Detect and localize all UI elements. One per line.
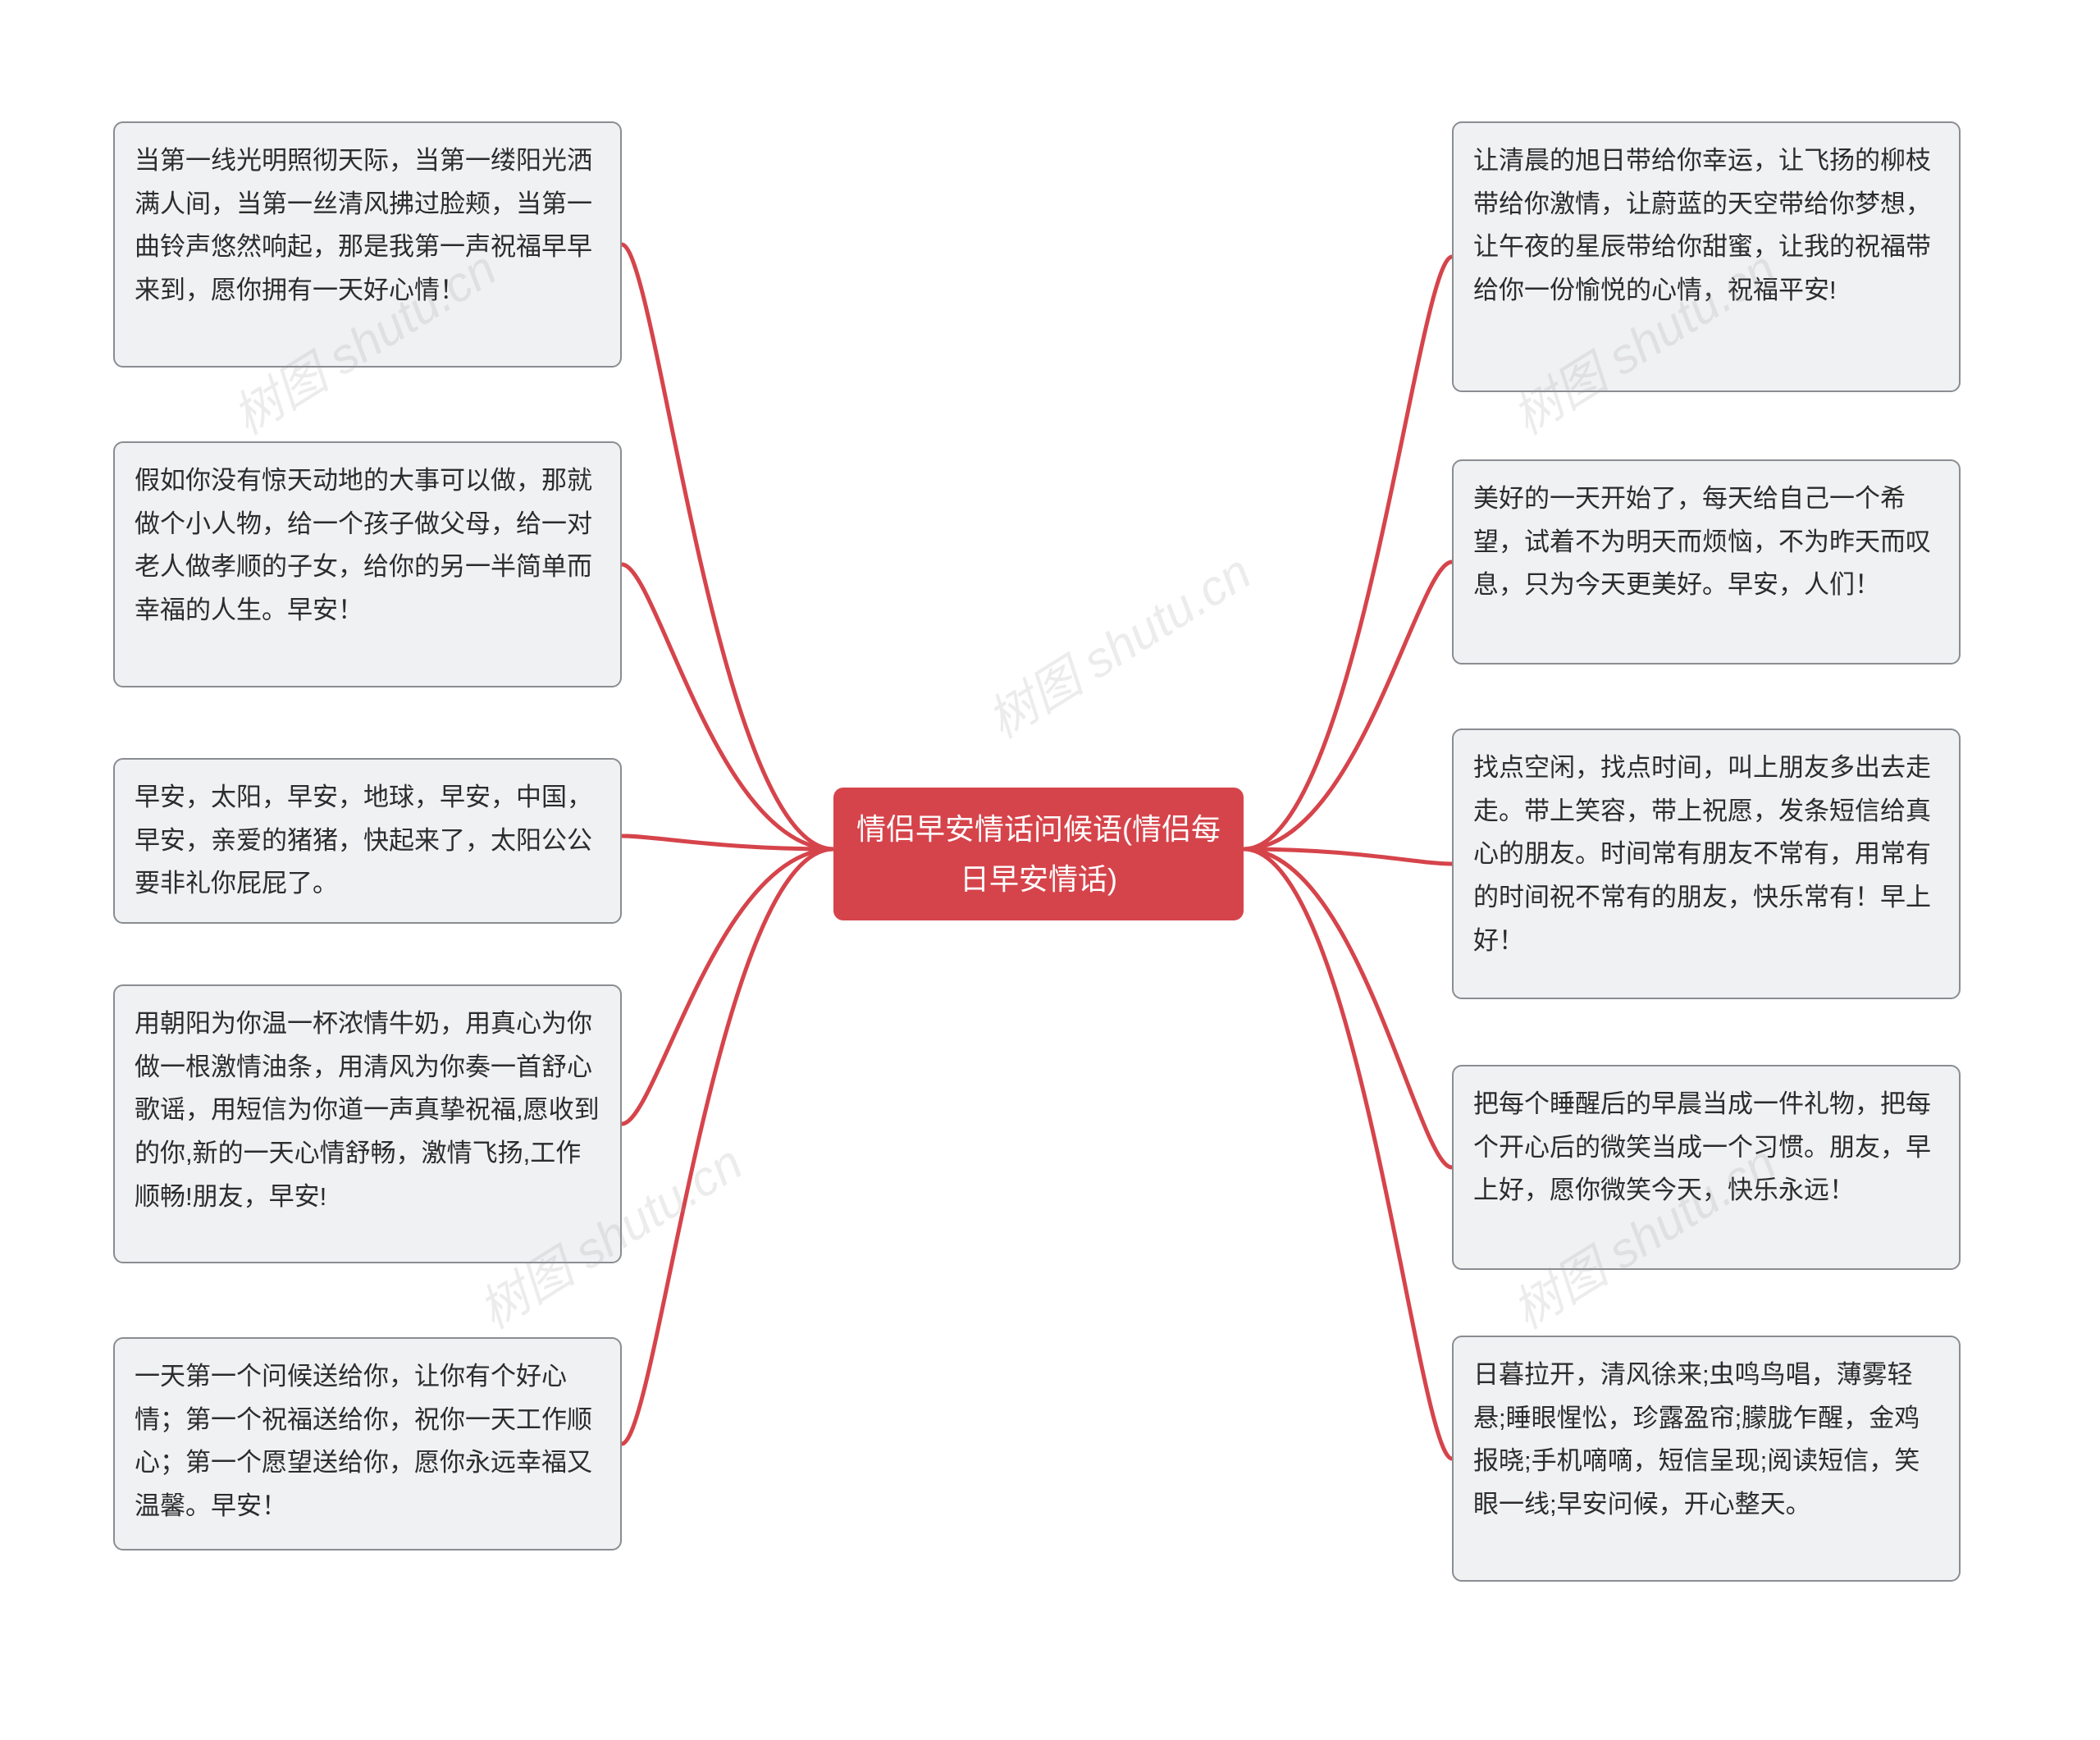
right-node-3: 把每个睡醒后的早晨当成一件礼物，把每个开心后的微笑当成一个习惯。朋友，早上好，愿… <box>1452 1065 1961 1270</box>
left-node-3: 用朝阳为你温一杯浓情牛奶，用真心为你做一根激情油条，用清风为你奏一首舒心歌谣，用… <box>113 984 622 1263</box>
watermark-2: 树图 shutu.cn <box>972 533 1262 751</box>
left-node-2: 早安，太阳，早安，地球，早安，中国，早安，亲爱的猪猪，快起来了，太阳公公要非礼你… <box>113 758 622 924</box>
left-node-4: 一天第一个问候送给你，让你有个好心情；第一个祝福送给你，祝你一天工作顺心；第一个… <box>113 1337 622 1550</box>
right-node-4: 日暮拉开，清风徐来;虫鸣鸟唱，薄雾轻悬;睡眼惺忪，珍露盈帘;朦胧乍醒，金鸡报晓;… <box>1452 1336 1961 1582</box>
right-node-0: 让清晨的旭日带给你幸运，让飞扬的柳枝带给你激情，让蔚蓝的天空带给你梦想，让午夜的… <box>1452 121 1961 392</box>
left-node-1: 假如你没有惊天动地的大事可以做，那就做个小人物，给一个孩子做父母，给一对老人做孝… <box>113 441 622 687</box>
mindmap-canvas: 情侣早安情话问候语(情侣每日早安情话) 当第一线光明照彻天际，当第一缕阳光洒满人间… <box>0 0 2100 1740</box>
center-node: 情侣早安情话问候语(情侣每日早安情话) <box>833 788 1244 920</box>
right-node-1: 美好的一天开始了，每天给自己一个希望，试着不为明天而烦恼，不为昨天而叹息，只为今… <box>1452 459 1961 664</box>
left-node-0: 当第一线光明照彻天际，当第一缕阳光洒满人间，当第一丝清风拂过脸颊，当第一曲铃声悠… <box>113 121 622 368</box>
right-node-2: 找点空闲，找点时间，叫上朋友多出去走走。带上笑容，带上祝愿，发条短信给真心的朋友… <box>1452 728 1961 999</box>
